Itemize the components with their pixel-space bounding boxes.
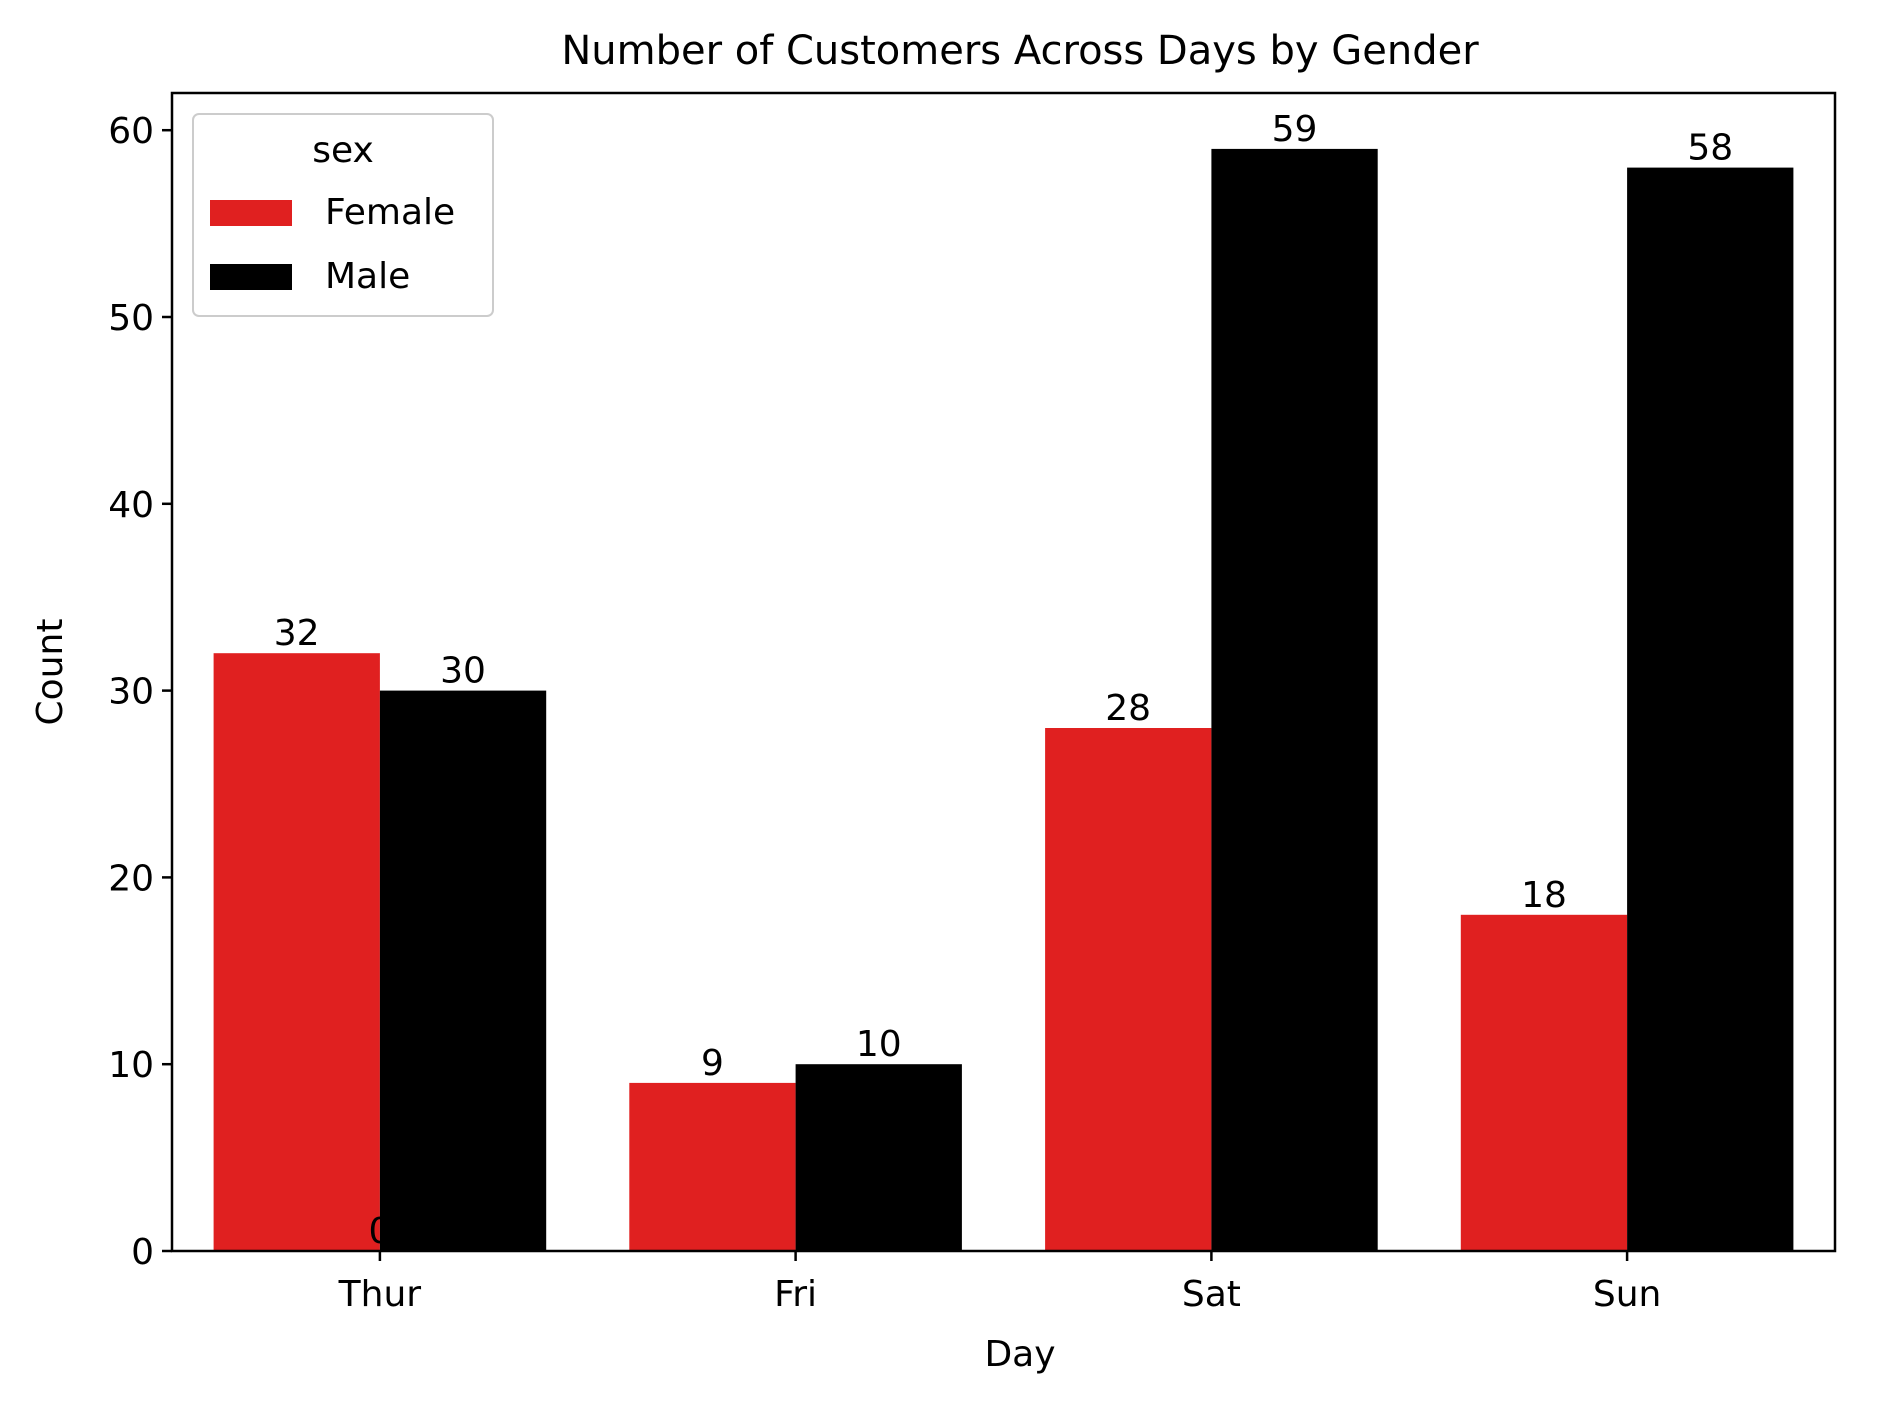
y-tick-label: 60 [108,111,154,152]
bar-labels-group: 32 9 28 18 30 10 59 58 0 [274,109,1733,1252]
legend-title: sex [312,130,374,171]
legend-swatch-female [210,200,292,226]
bar-male-sat [1211,148,1378,1251]
bar-label-female-sat: 28 [1105,688,1151,729]
bar-female-thur [213,653,380,1251]
y-tick-label: 50 [108,298,154,339]
bar-label-male-thur: 30 [440,651,486,692]
bar-label-female-sun: 18 [1521,875,1567,916]
x-tick-label-thur: Thur [338,1274,422,1315]
bar-label-male-sat: 59 [1272,109,1318,150]
plot-frame [170,91,1837,1253]
x-axis: Thur Fri Sat Sun [338,1251,1661,1315]
x-axis-label: Day [984,1334,1055,1375]
bar-label-male-sun: 58 [1687,128,1733,169]
bar-label-male-fri: 10 [856,1024,902,1065]
bar-label-stray-zero: 0 [368,1211,391,1252]
bar-male-fri [795,1064,962,1251]
y-tick-label: 30 [108,672,154,713]
y-axis-label: Count [30,619,71,726]
y-axis: 0 10 20 30 40 50 60 [108,111,172,1273]
bar-female-fri [629,1082,796,1251]
legend-label-female: Female [325,192,455,233]
bars-group [213,148,1794,1252]
legend: sex Female Male [192,113,494,317]
bar-label-female-thur: 32 [274,613,320,654]
bar-label-female-fri: 9 [701,1043,724,1084]
chart-title: Number of Customers Across Days by Gende… [561,28,1479,74]
x-tick-label-sun: Sun [1593,1274,1661,1315]
y-tick-label: 10 [108,1045,154,1086]
legend-swatch-male [210,264,292,290]
y-tick-label: 20 [108,858,154,899]
bar-female-sat [1045,728,1212,1251]
legend-label-male: Male [325,256,410,297]
y-tick-label: 0 [131,1232,154,1273]
y-tick-label: 40 [108,485,154,526]
bar-female-sun [1460,914,1628,1251]
bar-male-thur [379,690,547,1251]
bar-male-sun [1627,167,1794,1252]
x-tick-label-sat: Sat [1182,1274,1241,1315]
x-tick-label-fri: Fri [774,1274,817,1315]
